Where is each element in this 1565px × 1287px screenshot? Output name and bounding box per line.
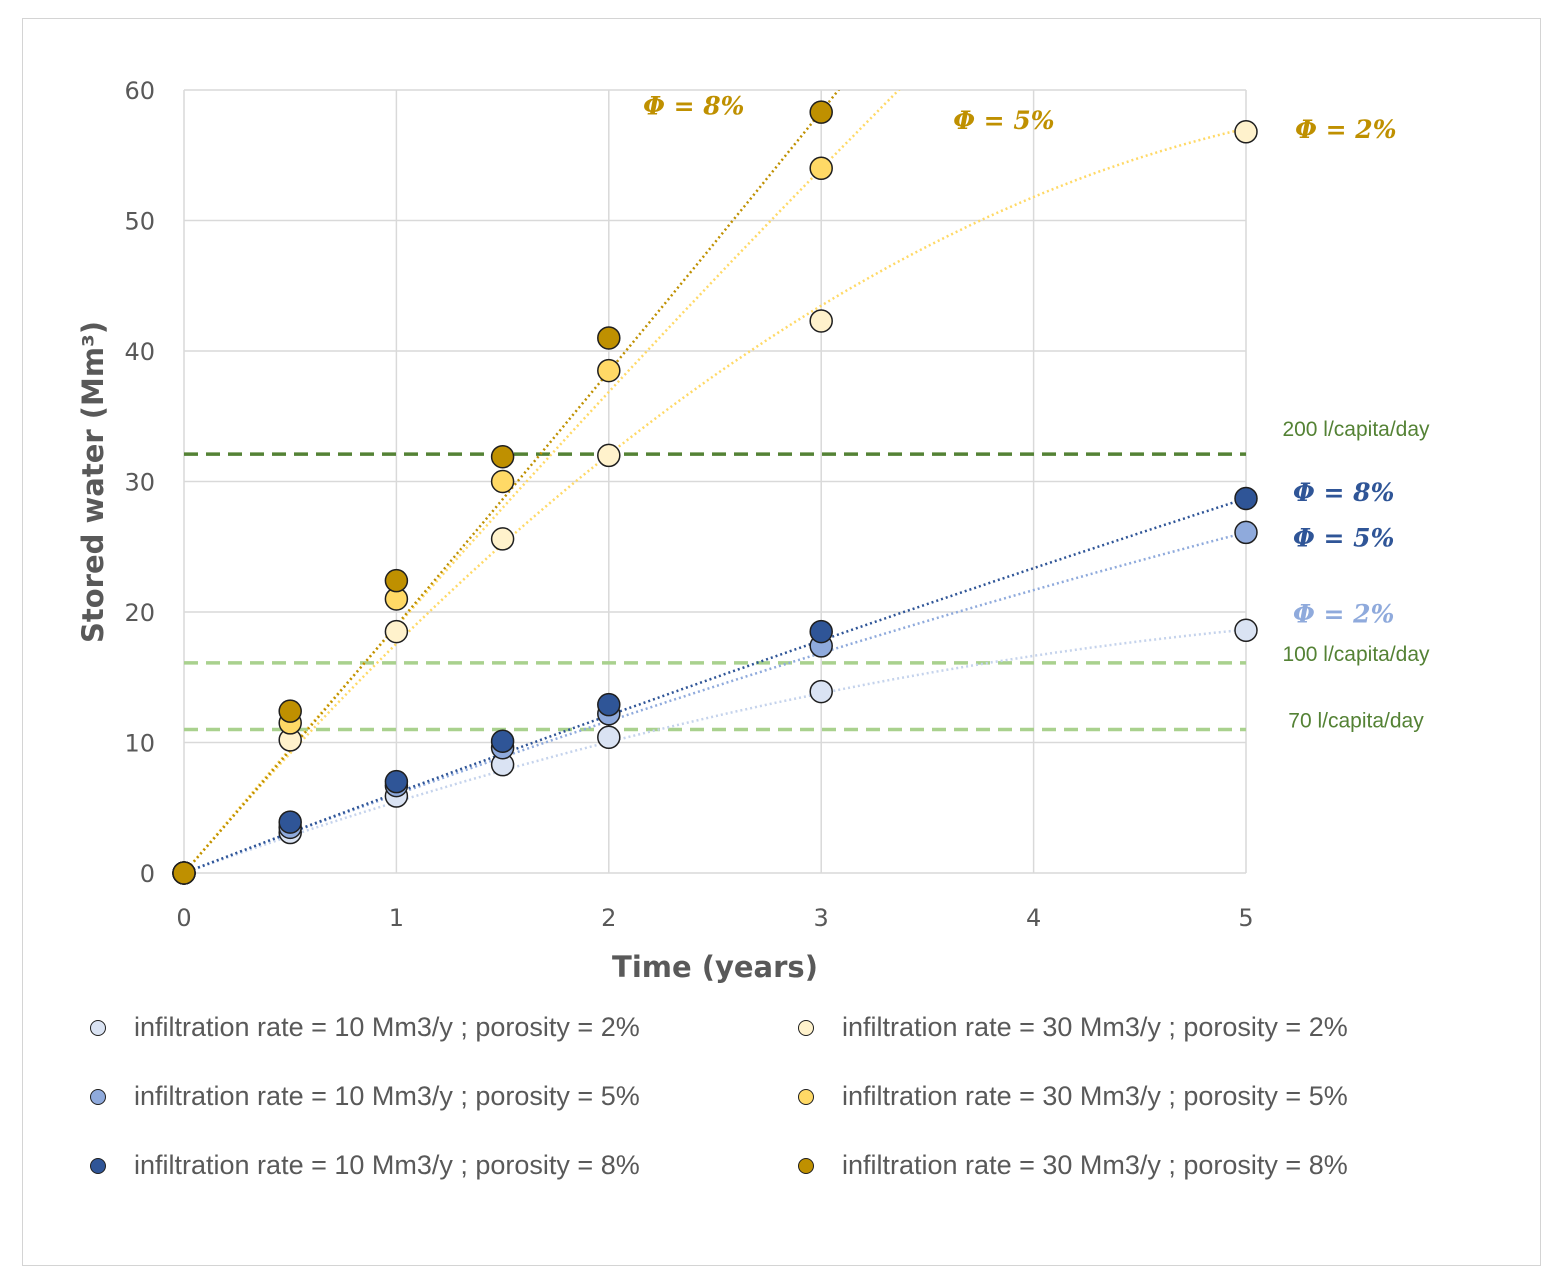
series-group: [172, 520, 1258, 885]
data-point: [384, 619, 409, 644]
legend-item: infiltration rate = 30 Mm3/y ; porosity …: [798, 1012, 1348, 1043]
trendline: [184, 497, 1246, 873]
series-group: [172, 618, 1258, 885]
data-point: [809, 309, 833, 333]
x-tick-label: 4: [1026, 904, 1041, 932]
reference-line-label: 200 l/capita/day: [1282, 418, 1430, 441]
y-tick-label: 50: [124, 208, 155, 236]
reference-lines-layer: 200 l/capita/day 100 l/capita/day 70 l/cap…: [184, 418, 1430, 732]
legend-marker: [90, 1019, 106, 1036]
y-axis-title: Stored water (Mm³): [76, 321, 110, 643]
y-tick-label: 40: [124, 338, 155, 366]
data-point: [809, 619, 833, 644]
legend-label: infiltration rate = 10 Mm3/y ; porosity …: [134, 1081, 640, 1111]
data-point: [490, 729, 515, 753]
legend-label: infiltration rate = 30 Mm3/y ; porosity …: [842, 1081, 1348, 1111]
data-point: [597, 725, 621, 750]
x-tick-label: 1: [389, 904, 404, 932]
porosity-annotation: Φ = 2%: [1293, 599, 1394, 628]
porosity-annotation: Φ = 5%: [1293, 524, 1394, 553]
reference-line-label: 100 l/capita/day: [1282, 643, 1430, 666]
porosity-annotation: Φ = 8%: [643, 92, 744, 121]
data-point: [490, 469, 515, 494]
legend-marker: [798, 1088, 814, 1105]
legend-marker: [798, 1019, 814, 1036]
porosity-annotation: Φ = 8%: [1293, 478, 1394, 507]
chart-area: 200 l/capita/day 100 l/capita/day 70 l/cap…: [76, 77, 1430, 984]
x-axis-title: Time (years): [612, 950, 818, 984]
trendline: [184, 127, 1246, 873]
legend-label: infiltration rate = 10 Mm3/y ; porosity …: [134, 1150, 640, 1180]
legend-label: infiltration rate = 10 Mm3/y ; porosity …: [134, 1012, 640, 1042]
data-point: [490, 527, 515, 551]
y-tick-label: 10: [124, 730, 155, 758]
data-point: [1234, 120, 1258, 144]
legend-marker: [90, 1157, 106, 1174]
x-tick-label: 0: [176, 904, 191, 932]
legend-label: infiltration rate = 30 Mm3/y ; porosity …: [842, 1012, 1348, 1042]
legend-item: infiltration rate = 30 Mm3/y ; porosity …: [798, 1150, 1348, 1181]
legend-item: infiltration rate = 10 Mm3/y ; porosity …: [90, 1081, 640, 1112]
data-point: [278, 810, 302, 834]
grid-layer: [183, 89, 1247, 874]
legend-marker: [90, 1088, 106, 1105]
data-point: [597, 692, 621, 717]
data-point: [172, 861, 196, 885]
data-point: [278, 699, 302, 723]
y-tick-label: 0: [140, 860, 155, 888]
legend-item: infiltration rate = 10 Mm3/y ; porosity …: [90, 1012, 640, 1043]
y-tick-label: 60: [124, 77, 155, 105]
legend-marker: [798, 1157, 814, 1174]
trendline: [184, 531, 1246, 873]
y-tick-label: 30: [124, 469, 155, 497]
trendlines-layer: [184, 90, 1246, 873]
data-point: [809, 156, 833, 181]
data-point: [490, 444, 515, 469]
legend-item: infiltration rate = 30 Mm3/y ; porosity …: [798, 1081, 1348, 1112]
series-group: [172, 100, 833, 885]
legend-item: infiltration rate = 10 Mm3/y ; porosity …: [90, 1150, 640, 1181]
porosity-annotation: Φ = 5%: [953, 106, 1054, 135]
data-point: [1234, 618, 1258, 643]
porosity-annotation: Φ = 2%: [1295, 115, 1396, 144]
trendline: [184, 628, 1246, 873]
trendline: [184, 90, 841, 873]
data-point: [384, 769, 409, 794]
x-tick-label: 5: [1238, 904, 1253, 932]
series-group: [172, 120, 1258, 885]
y-tick-label: 20: [124, 599, 155, 627]
reference-line-label: 70 l/capita/day: [1288, 709, 1424, 732]
data-point: [597, 358, 621, 383]
chart-frame: [22, 18, 1541, 1266]
points-layer: [172, 100, 1258, 885]
data-point: [1234, 486, 1258, 511]
data-point: [384, 568, 409, 593]
data-point: [809, 100, 833, 124]
x-tick-label: 2: [601, 904, 616, 932]
series-group: [172, 486, 1258, 885]
legend-label: infiltration rate = 30 Mm3/y ; porosity …: [842, 1150, 1348, 1180]
data-point: [597, 443, 621, 468]
data-point: [1234, 520, 1258, 545]
x-tick-label: 3: [814, 904, 829, 932]
annotations-layer: Φ = 8% Φ = 5% Φ = 2% Φ = 8% Φ = 5% Φ = 2%: [643, 92, 1396, 629]
data-point: [597, 326, 621, 350]
data-point: [809, 679, 833, 704]
